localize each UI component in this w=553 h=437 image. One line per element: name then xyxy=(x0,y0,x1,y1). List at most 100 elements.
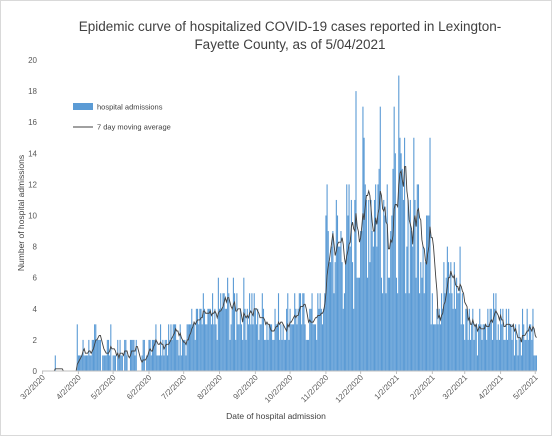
bar xyxy=(528,324,531,371)
bar xyxy=(362,106,364,372)
bar xyxy=(259,324,261,371)
bar xyxy=(431,293,433,371)
bar xyxy=(328,262,330,371)
bar xyxy=(277,293,280,371)
bar xyxy=(121,355,123,371)
bar xyxy=(90,355,92,371)
y-tick-label: 6 xyxy=(33,274,38,283)
bar xyxy=(264,339,266,371)
bar xyxy=(355,91,357,371)
bar xyxy=(450,262,452,371)
bar xyxy=(340,231,342,371)
legend-label-admissions: hospital admissions xyxy=(97,103,163,112)
bar xyxy=(81,355,83,371)
bar xyxy=(186,324,188,371)
bar xyxy=(373,199,376,371)
bar xyxy=(398,75,400,372)
bar xyxy=(331,246,333,371)
bar xyxy=(347,215,349,371)
bar xyxy=(125,339,127,371)
bar xyxy=(405,293,407,371)
bar xyxy=(105,355,107,371)
bar xyxy=(346,184,348,371)
bar xyxy=(333,293,335,371)
bar xyxy=(188,324,191,371)
bar xyxy=(457,293,459,371)
bar xyxy=(463,324,465,371)
bar xyxy=(88,339,90,371)
bar xyxy=(179,324,181,371)
bar xyxy=(134,355,136,371)
bar xyxy=(247,324,249,371)
bar xyxy=(220,293,222,371)
bar xyxy=(113,355,115,371)
bar xyxy=(422,246,424,371)
bar xyxy=(435,324,437,371)
x-tick-label: 9/2/2020 xyxy=(231,373,260,402)
bar xyxy=(276,324,278,371)
bar xyxy=(153,339,155,371)
bar xyxy=(426,215,428,371)
bar xyxy=(345,262,347,371)
bar xyxy=(495,293,497,371)
bar xyxy=(200,308,202,371)
bar xyxy=(291,324,293,371)
bar xyxy=(394,153,396,371)
bar xyxy=(261,293,263,371)
bar xyxy=(89,355,91,371)
bar xyxy=(120,355,122,371)
bar xyxy=(416,184,418,371)
bar xyxy=(408,293,410,371)
bar xyxy=(505,308,507,371)
bar xyxy=(92,339,95,371)
bar xyxy=(287,293,289,371)
bar xyxy=(298,293,300,371)
y-tick-label: 14 xyxy=(28,149,37,158)
legend-swatch-bar xyxy=(73,103,93,110)
bar xyxy=(106,339,108,371)
bar xyxy=(478,324,480,371)
bar xyxy=(94,324,96,371)
bar xyxy=(195,308,197,371)
bar xyxy=(361,231,363,371)
bar xyxy=(494,308,496,371)
bar xyxy=(420,262,422,371)
bar xyxy=(525,339,527,371)
bar xyxy=(268,324,270,371)
bar xyxy=(288,339,290,371)
bar xyxy=(360,231,362,371)
chart-title: Epidemic curve of hospitalized COVID-19 … xyxy=(78,19,502,52)
bar xyxy=(319,293,321,371)
bar xyxy=(532,308,534,371)
bar xyxy=(442,308,444,371)
bar xyxy=(332,231,334,371)
bar xyxy=(357,277,359,371)
bar xyxy=(349,246,351,371)
bar xyxy=(215,324,217,371)
x-tick-label: 2/2/2021 xyxy=(408,373,437,402)
bar xyxy=(85,355,88,371)
bar xyxy=(303,293,305,371)
bar xyxy=(227,277,229,371)
x-tick-label: 8/2/2020 xyxy=(196,373,225,402)
bar xyxy=(311,293,313,371)
bar xyxy=(163,355,165,371)
bar xyxy=(267,339,269,371)
bar xyxy=(384,215,386,371)
bar xyxy=(365,199,367,371)
bar xyxy=(369,262,371,371)
bar xyxy=(428,215,430,371)
y-tick-label: 4 xyxy=(33,305,38,314)
bar xyxy=(252,324,254,371)
bar xyxy=(399,137,401,371)
y-tick-label: 0 xyxy=(33,367,38,376)
bar xyxy=(317,293,319,371)
bar xyxy=(212,293,214,371)
bar xyxy=(423,293,425,371)
y-tick-label: 16 xyxy=(28,118,37,127)
bar xyxy=(498,339,500,371)
bar xyxy=(338,246,340,371)
bar xyxy=(258,339,260,371)
bar xyxy=(171,339,173,371)
